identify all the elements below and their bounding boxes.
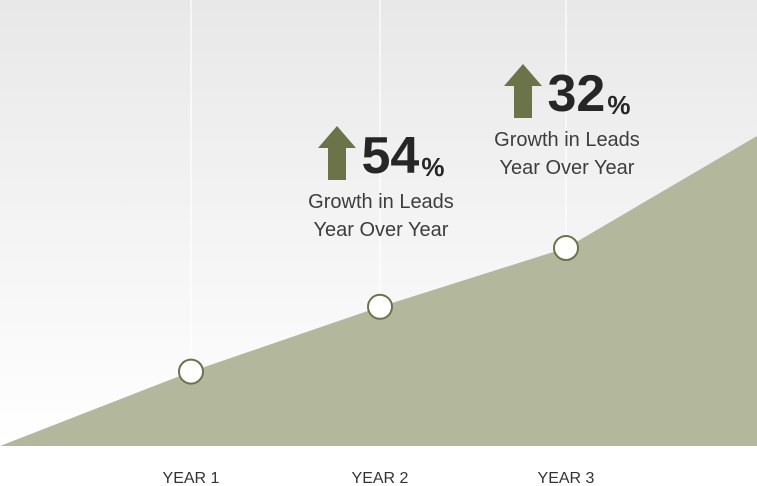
callout-line-1: Growth in Leads [494, 129, 640, 151]
data-point-marker-1 [178, 358, 204, 385]
arrow-up-icon [317, 126, 356, 180]
x-tick-label-3: YEAR 3 [538, 470, 595, 486]
x-tick-label-1: YEAR 1 [163, 470, 220, 486]
growth-percent-value: 54 [361, 127, 420, 185]
growth-percent-value: 32 [547, 65, 606, 123]
percent-sign: % [421, 152, 445, 182]
growth-callout-year-2: 54 % Growth in Leads Year Over Year [271, 126, 491, 244]
callout-line-2: Year Over Year [499, 157, 635, 179]
arrow-up-icon [503, 64, 542, 118]
callout-headline: 32 % [457, 64, 677, 120]
callout-headline: 54 % [271, 126, 491, 182]
callout-description: Growth in Leads Year Over Year [271, 188, 491, 244]
data-point-marker-3 [553, 235, 579, 261]
data-point-marker-2 [367, 293, 393, 320]
callout-line-1: Growth in Leads [308, 191, 454, 213]
growth-callout-year-3: 32 % Growth in Leads Year Over Year [457, 64, 677, 182]
x-tick-label-2: YEAR 2 [352, 470, 409, 486]
percent-sign: % [607, 90, 631, 120]
growth-area-series [0, 136, 757, 446]
callout-description: Growth in Leads Year Over Year [457, 126, 677, 182]
callout-line-2: Year Over Year [313, 219, 449, 241]
